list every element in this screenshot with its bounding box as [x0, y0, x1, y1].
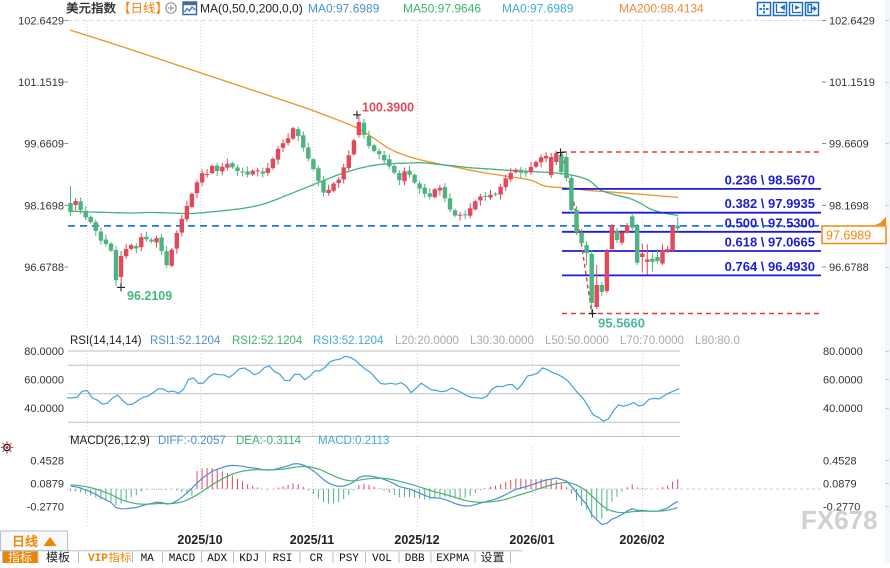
svg-text:102.6429: 102.6429	[18, 16, 64, 28]
svg-text:95.5660: 95.5660	[598, 316, 645, 331]
svg-text:DEA:-0.3114: DEA:-0.3114	[236, 435, 302, 447]
svg-text:96.6788: 96.6788	[24, 262, 64, 274]
svg-text:2025/10: 2025/10	[177, 533, 222, 547]
svg-text:0.4528: 0.4528	[30, 455, 64, 467]
svg-text:MA200:98.4134: MA200:98.4134	[619, 2, 704, 16]
svg-text:MA0:97.6989: MA0:97.6989	[308, 2, 380, 16]
svg-text:0.382 \ 97.9935: 0.382 \ 97.9935	[725, 196, 815, 211]
svg-text:MA50:97.9646: MA50:97.9646	[403, 2, 481, 16]
svg-text:CR: CR	[310, 553, 324, 563]
svg-text:MACD:0.2113: MACD:0.2113	[318, 435, 389, 447]
svg-text:60.0000: 60.0000	[823, 375, 863, 387]
svg-text:80.0000: 80.0000	[823, 346, 863, 358]
svg-text:-0.2770: -0.2770	[27, 501, 64, 513]
svg-text:100.3900: 100.3900	[362, 101, 414, 115]
svg-text:40.0000: 40.0000	[823, 403, 863, 415]
svg-text:RSI1:52.1204: RSI1:52.1204	[150, 335, 221, 347]
svg-text:99.6609: 99.6609	[24, 139, 64, 151]
svg-text:VIP: VIP	[88, 553, 108, 563]
svg-text:RSI3:52.1204: RSI3:52.1204	[313, 335, 384, 347]
svg-text:MACD: MACD	[169, 553, 196, 563]
svg-text:FX678: FX678	[801, 505, 878, 535]
svg-text:96.2109: 96.2109	[127, 289, 172, 303]
svg-text:DIFF:-0.2057: DIFF:-0.2057	[158, 435, 226, 447]
svg-text:0.4528: 0.4528	[823, 455, 857, 467]
svg-text:2025/11: 2025/11	[290, 533, 335, 547]
svg-text:L50:50.0000: L50:50.0000	[545, 335, 609, 347]
svg-text:97.6989: 97.6989	[826, 229, 871, 243]
svg-text:L80:80.0: L80:80.0	[695, 335, 740, 347]
svg-text:L30:30.0000: L30:30.0000	[470, 335, 534, 347]
svg-text:60.0000: 60.0000	[24, 375, 64, 387]
svg-text:MA(0,50,0,200,0,0): MA(0,50,0,200,0,0)	[200, 2, 303, 16]
svg-text:MACD(26,12,9): MACD(26,12,9)	[70, 435, 150, 447]
svg-text:EXPMA: EXPMA	[436, 553, 469, 563]
svg-text:96.6788: 96.6788	[829, 262, 869, 274]
svg-text:0.0879: 0.0879	[823, 478, 857, 490]
svg-text:MA0:97.6989: MA0:97.6989	[502, 2, 574, 16]
svg-text:RSI(14,14,14): RSI(14,14,14)	[70, 335, 142, 347]
svg-text:0.236 \ 98.5670: 0.236 \ 98.5670	[725, 172, 815, 187]
svg-text:2026/01: 2026/01	[509, 533, 554, 547]
svg-text:0.764 \ 96.4930: 0.764 \ 96.4930	[725, 259, 815, 274]
svg-text:KDJ: KDJ	[239, 553, 259, 563]
svg-text:RSI2:52.1204: RSI2:52.1204	[232, 335, 303, 347]
svg-text:101.1519: 101.1519	[829, 77, 875, 89]
svg-text:PSY: PSY	[339, 553, 359, 563]
svg-text:2025/12: 2025/12	[394, 533, 439, 547]
svg-text:99.6609: 99.6609	[829, 139, 869, 151]
svg-text:RSI: RSI	[273, 553, 293, 563]
svg-text:0.618 \ 97.0665: 0.618 \ 97.0665	[725, 235, 815, 250]
svg-text:2026/02: 2026/02	[619, 533, 664, 547]
svg-text:ADX: ADX	[207, 553, 227, 563]
svg-text:VOL: VOL	[372, 553, 392, 563]
svg-text:-0.2770: -0.2770	[823, 501, 860, 513]
svg-text:98.1698: 98.1698	[24, 200, 64, 212]
svg-text:0.0879: 0.0879	[30, 478, 64, 490]
svg-text:101.1519: 101.1519	[18, 77, 64, 89]
svg-text:L20:20.0000: L20:20.0000	[395, 335, 459, 347]
svg-text:MA: MA	[141, 553, 155, 563]
svg-text:102.6429: 102.6429	[829, 16, 875, 28]
svg-text:98.1698: 98.1698	[829, 200, 869, 212]
svg-text:L70:70.0000: L70:70.0000	[620, 335, 684, 347]
svg-text:40.0000: 40.0000	[24, 403, 64, 415]
svg-text:DBB: DBB	[405, 553, 425, 563]
svg-text:0.500 \ 97.5300: 0.500 \ 97.5300	[725, 215, 815, 230]
svg-text:80.0000: 80.0000	[24, 346, 64, 358]
